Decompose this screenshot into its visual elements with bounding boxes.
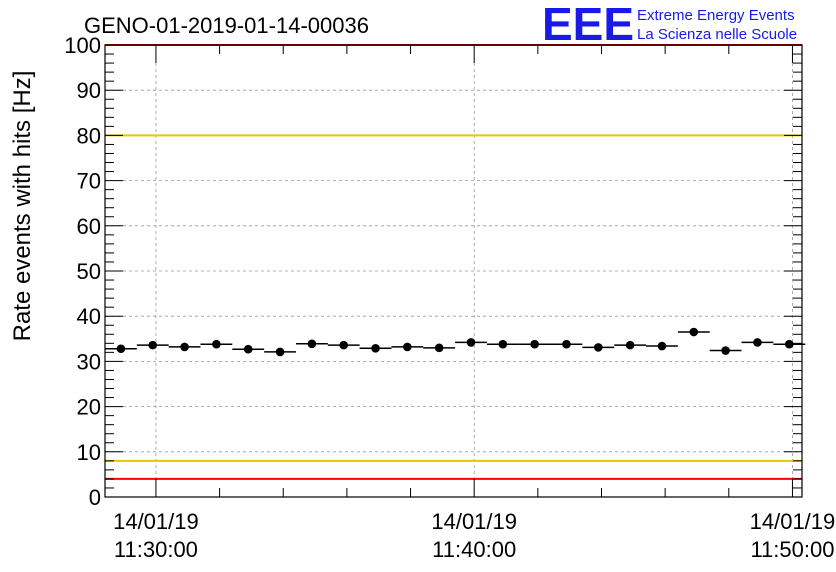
data-point-17 <box>614 340 647 350</box>
data-point-16 <box>582 343 615 352</box>
rate-marker <box>594 343 603 352</box>
threshold-lines <box>105 44 802 480</box>
rate-marker <box>530 339 539 349</box>
data-point-20 <box>709 346 742 355</box>
data-point-15 <box>550 339 583 349</box>
x-tick-time-label: 11:30:00 <box>114 537 198 562</box>
data-point-7 <box>295 339 328 349</box>
rate-marker <box>498 339 508 349</box>
data-point-9 <box>359 343 392 353</box>
y-tick-label: 60 <box>77 214 101 239</box>
data-point-21 <box>741 338 774 347</box>
rate-marker <box>657 341 667 351</box>
axes: 0 10 20 30 40 50 60 70 80 90 100 14/01/19 11:30:00 14… <box>64 33 835 562</box>
y-tick-label: 0 <box>89 485 101 510</box>
y-tick-label: 10 <box>77 440 101 465</box>
data-point-3 <box>168 342 201 352</box>
data-point-1 <box>105 344 137 354</box>
rate-marker <box>180 342 189 352</box>
data-point-19 <box>677 327 710 337</box>
y-tick-label: 30 <box>77 349 101 374</box>
logo-letters: EEE <box>542 0 634 50</box>
x-tick-date-label: 14/01/19 <box>431 509 517 534</box>
grid-lines <box>105 45 802 497</box>
y-tick-label: 90 <box>77 78 101 103</box>
rate-marker <box>116 344 126 354</box>
data-point-4 <box>200 339 233 349</box>
data-point-2 <box>136 340 169 350</box>
logo-text-line2: La Scienza nelle Scuole <box>637 26 797 43</box>
rate-marker <box>371 343 380 353</box>
y-tick-label: 70 <box>77 169 101 194</box>
rate-marker <box>339 340 348 350</box>
data-point-14 <box>518 339 551 349</box>
y-axis-label: Rate events with hits [Hz] <box>9 71 36 342</box>
rate-marker <box>689 327 699 337</box>
data-point-13 <box>486 339 519 349</box>
rate-marker <box>307 339 317 349</box>
rate-marker <box>275 347 285 357</box>
rate-marker <box>721 346 730 355</box>
data-point-5 <box>232 344 265 354</box>
rate-marker <box>784 339 794 349</box>
chart-title: GENO-01-2019-01-14-00036 <box>84 13 369 38</box>
y-tick-label: 50 <box>77 259 101 284</box>
data-point-11 <box>423 343 456 353</box>
y-tick-label: 40 <box>77 304 101 329</box>
x-tick-date-label: 14/01/19 <box>113 509 199 534</box>
y-tick-label: 20 <box>77 395 101 420</box>
rate-marker <box>562 339 571 349</box>
data-point-12 <box>455 338 487 347</box>
logo-text-line1: Extreme Energy Events <box>637 7 795 24</box>
rate-marker <box>403 342 412 352</box>
data-point-18 <box>646 341 678 351</box>
x-tick-date-label: 14/01/19 <box>750 509 836 534</box>
y-tick-label: 100 <box>64 33 101 58</box>
x-tick-time-label: 11:50:00 <box>750 537 834 562</box>
rate-marker <box>625 340 635 350</box>
data-point-10 <box>391 342 424 352</box>
rate-marker <box>434 343 444 353</box>
x-tick-time-label: 11:40:00 <box>432 537 516 562</box>
rate-marker <box>753 338 762 347</box>
rate-marker <box>466 338 476 347</box>
rate-marker <box>243 344 253 354</box>
data-point-8 <box>327 340 360 350</box>
eee-logo: EEE Extreme Energy Events La Scienza nel… <box>542 0 797 50</box>
data-point-22 <box>773 339 806 349</box>
data-points <box>105 327 806 357</box>
y-tick-label: 80 <box>77 123 101 148</box>
data-point-6 <box>264 347 296 357</box>
rate-marker <box>148 340 158 350</box>
rate-marker <box>212 339 221 349</box>
